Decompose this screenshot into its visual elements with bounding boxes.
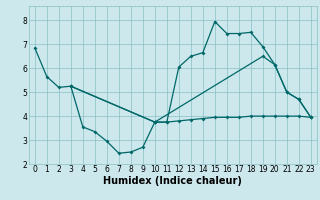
X-axis label: Humidex (Indice chaleur): Humidex (Indice chaleur) <box>103 176 242 186</box>
